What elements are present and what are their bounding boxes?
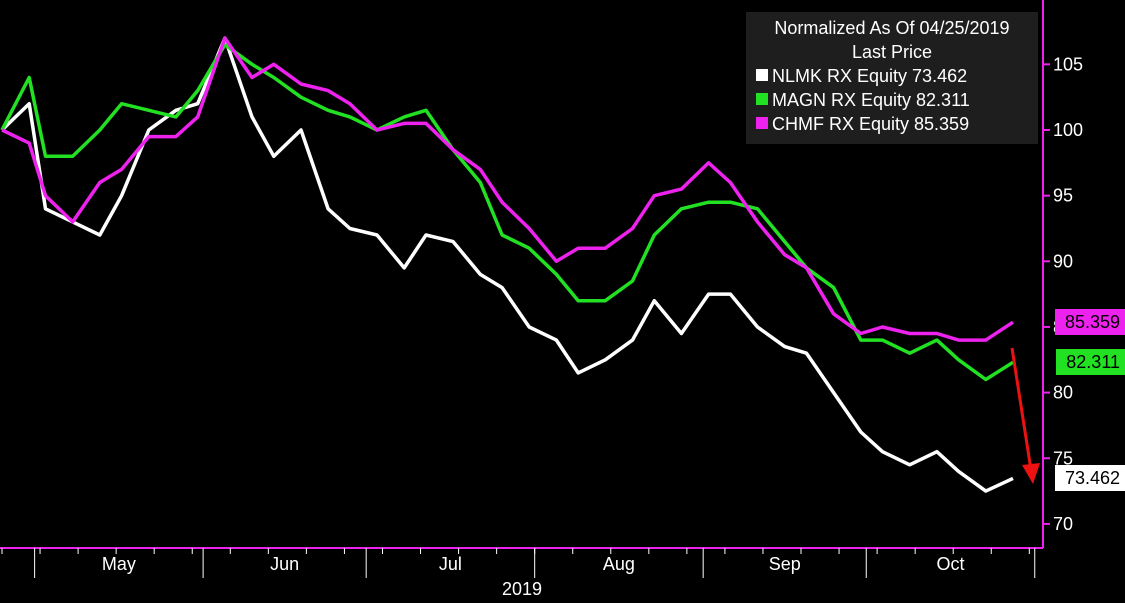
last-value-tag-nlmk: 73.462 <box>1054 465 1125 492</box>
y-tick-label: 75 <box>1053 448 1073 468</box>
y-tick-label: 70 <box>1053 514 1073 534</box>
legend-swatch-magn <box>756 93 768 106</box>
y-tick-label: 100 <box>1053 120 1083 140</box>
x-tick-label: Aug <box>603 554 635 574</box>
x-tick-label: Oct <box>936 554 964 574</box>
legend-label-nlmk: NLMK RX Equity 73.462 <box>772 66 968 86</box>
last-value-tag-magn: 82.311 <box>1056 349 1125 376</box>
last-value-tag-chmf: 85.359 <box>1054 309 1125 336</box>
series-line-magn <box>0 42 1014 382</box>
trend-arrow-shaft <box>1010 347 1033 471</box>
y-tick-label: 90 <box>1053 251 1073 271</box>
x-tick-label: Jun <box>270 554 299 574</box>
legend-title: Normalized As Of 04/25/2019 <box>774 18 1010 38</box>
legend-item-chmf: CHMF RX Equity 85.359 <box>756 112 969 136</box>
trend-arrow <box>1010 347 1040 484</box>
x-axis-year-label: 2019 <box>502 579 542 599</box>
legend-swatch-chmf <box>756 117 768 130</box>
series-line-nlmk <box>0 36 1014 493</box>
legend-swatch-nlmk <box>756 69 768 82</box>
x-tick-label: Jul <box>439 554 462 574</box>
x-axis: May Jun Jul Aug Sep Oct <box>0 547 1043 578</box>
legend-item-nlmk: NLMK RX Equity 73.462 <box>756 64 967 88</box>
legend-label-chmf: CHMF RX Equity 85.359 <box>772 114 970 134</box>
legend: Normalized As Of 04/25/2019 Last Price N… <box>746 12 1038 144</box>
legend-subtitle: Last Price <box>851 42 933 62</box>
y-tick-label: 105 <box>1053 54 1083 74</box>
trend-arrow-head <box>1022 463 1040 484</box>
y-tick-label: 80 <box>1053 383 1073 403</box>
legend-item-magn: MAGN RX Equity 82.311 <box>756 88 970 112</box>
series-line-chmf <box>1 36 1014 342</box>
x-tick-label: Sep <box>769 554 801 574</box>
x-tick-label: May <box>102 554 136 574</box>
series-layer <box>0 36 1014 493</box>
y-tick-label: 95 <box>1053 186 1073 206</box>
legend-label-magn: MAGN RX Equity 82.311 <box>772 90 970 110</box>
